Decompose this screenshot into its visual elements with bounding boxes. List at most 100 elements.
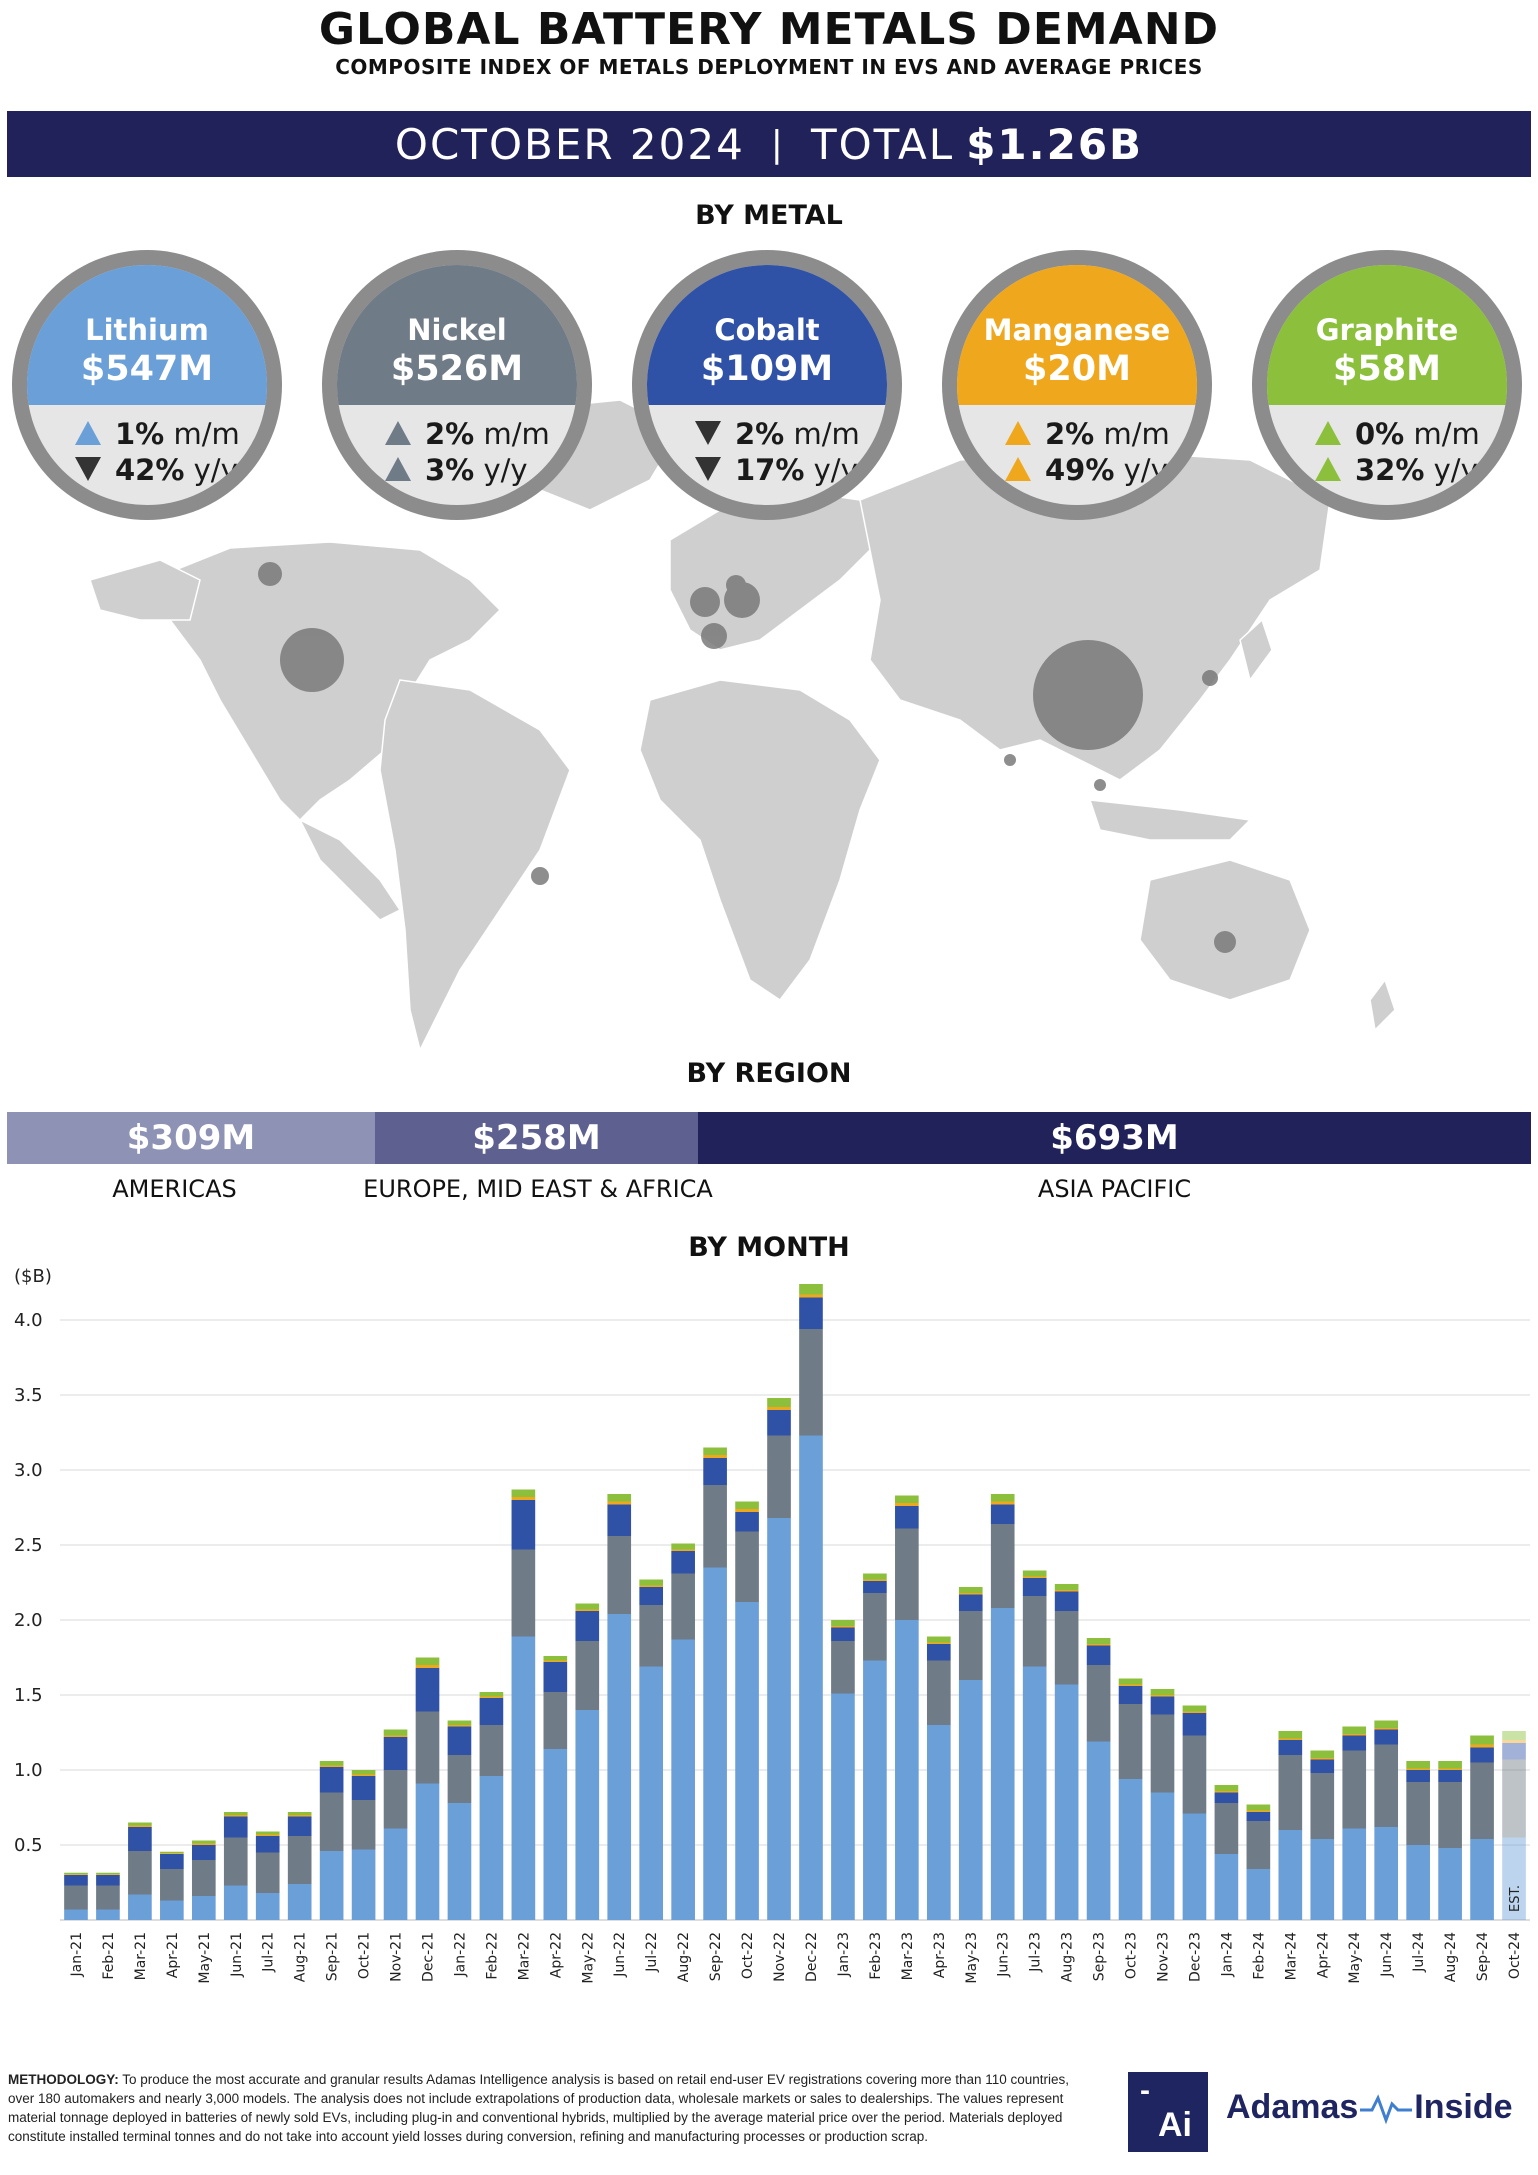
- metal-card-lithium: Lithium $547M 1% m/m 42% y/y: [12, 250, 282, 520]
- bar-segment-graphite: [1182, 1705, 1207, 1712]
- triangle-up-icon: [385, 421, 411, 445]
- bar-segment-graphite: [671, 1543, 695, 1550]
- period-label: OCTOBER 2024: [394, 119, 745, 169]
- page-title: GLOBAL BATTERY METALS DEMAND: [318, 4, 1220, 55]
- yy-unit: y/y: [193, 453, 238, 487]
- region-label-americas: AMERICAS: [112, 1175, 237, 1203]
- bar-segment-manganese: [1022, 1576, 1047, 1578]
- bar-segment-manganese: [1246, 1810, 1271, 1812]
- bar-segment-nickel: [383, 1770, 408, 1829]
- y-tick-label: 2.0: [14, 1610, 43, 1631]
- logo-dash: -: [1140, 2074, 1150, 2107]
- bar-segment-nickel: [990, 1524, 1015, 1608]
- logo-letters: Ai: [1158, 2106, 1192, 2144]
- region-bubble-australia: [1214, 931, 1236, 953]
- bar-segment-nickel: [831, 1641, 855, 1694]
- alaska-landmass: [89, 559, 201, 621]
- bar-segment-manganese: [1150, 1695, 1175, 1697]
- y-tick-label: 3.0: [14, 1460, 43, 1481]
- change-yy: 49% y/y: [1005, 453, 1195, 487]
- bar-segment-lithium: [1246, 1869, 1271, 1920]
- bar-segment-manganese: [799, 1294, 823, 1298]
- bar-segment-manganese: [1118, 1684, 1143, 1686]
- bar-segment-cobalt: [287, 1816, 312, 1836]
- bar-segment-manganese: [383, 1735, 408, 1737]
- bar-segment-graphite: [895, 1495, 919, 1503]
- bar-segment-manganese: [128, 1825, 152, 1827]
- bar-segment-lithium: [671, 1639, 695, 1920]
- x-tick-label: Jul-24: [1411, 1932, 1427, 1973]
- metal-header: Manganese $20M: [957, 265, 1197, 405]
- x-tick-label: Jan-21: [69, 1932, 85, 1977]
- y-tick-label: 0.5: [14, 1835, 43, 1856]
- bar-segment-manganese: [767, 1407, 791, 1410]
- triangle-up-icon: [385, 457, 411, 481]
- bar-segment-cobalt: [767, 1410, 791, 1436]
- change-yy: 3% y/y: [385, 453, 575, 487]
- bar-segment-lithium: [1406, 1845, 1430, 1920]
- bar-segment-lithium: [1502, 1837, 1526, 1920]
- bar-segment-cobalt: [1118, 1686, 1143, 1704]
- bar-segment-lithium: [543, 1749, 568, 1920]
- bar-segment-lithium: [64, 1909, 88, 1920]
- region-bubble-uk: [690, 587, 720, 617]
- region-bubble-korea: [1202, 670, 1218, 686]
- bar-segment-manganese: [351, 1774, 376, 1776]
- bar-segment-nickel: [1374, 1744, 1399, 1827]
- change-mm: 2% m/m: [1005, 417, 1195, 451]
- bar-segment-nickel: [1118, 1704, 1143, 1779]
- x-tick-label: Jun-24: [1379, 1932, 1395, 1978]
- x-tick-label: Oct-23: [1124, 1932, 1140, 1979]
- monthly-stacked-bar-chart: ($B) 0.5 1.0 1.5 2.0 2.5 3.0 3.5 4.0 Jan-21 Feb-21…: [14, 1266, 1530, 1984]
- region-bar-apac: $693M: [698, 1112, 1531, 1164]
- bar-segment-lithium: [799, 1435, 823, 1920]
- x-tick-label: Jan-22: [452, 1932, 468, 1977]
- metal-header: Nickel $526M: [337, 265, 577, 405]
- bar-segment-lithium: [1022, 1666, 1047, 1920]
- bar-segment-nickel: [415, 1711, 440, 1784]
- bar-segment-lithium: [319, 1851, 344, 1920]
- metal-value: $109M: [700, 349, 834, 389]
- bar-segment-cobalt: [160, 1854, 184, 1869]
- x-tick-label: Jan-23: [836, 1932, 852, 1977]
- bar-segment-manganese: [543, 1660, 568, 1662]
- x-tick-label: Oct-24: [1507, 1932, 1523, 1979]
- brand-wordmark: Adamas Inside: [1226, 2088, 1513, 2127]
- bar-segment-nickel: [1150, 1714, 1175, 1793]
- bar-segment-manganese: [575, 1609, 600, 1611]
- bar-segment-cobalt: [990, 1504, 1015, 1524]
- bar-segment-manganese: [895, 1503, 919, 1506]
- bar-segment-cobalt: [671, 1551, 695, 1574]
- yy-change-value: 32%: [1355, 453, 1425, 487]
- x-tick-label: Aug-23: [1060, 1932, 1076, 1982]
- bar-segment-graphite: [831, 1620, 855, 1626]
- metal-value: $58M: [1333, 349, 1441, 389]
- yy-unit: y/y: [813, 453, 858, 487]
- metal-name: Lithium: [85, 313, 209, 347]
- bar-segment-cobalt: [895, 1506, 919, 1529]
- africa-landmass: [639, 679, 881, 1002]
- bar-segment-nickel: [1502, 1759, 1526, 1838]
- bar-segment-nickel: [926, 1660, 951, 1725]
- metal-value: $20M: [1023, 349, 1131, 389]
- bar-segment-manganese: [703, 1455, 727, 1458]
- x-tick-label: Apr-22: [548, 1932, 564, 1978]
- by-month-heading: BY MONTH: [688, 1232, 850, 1263]
- change-yy: 17% y/y: [695, 453, 885, 487]
- total-label: TOTAL: [810, 119, 955, 169]
- x-tick-label: Jan-24: [1219, 1932, 1235, 1978]
- bar-segment-cobalt: [479, 1698, 504, 1725]
- metal-inner: Nickel $526M 2% m/m 3% y/y: [337, 265, 577, 505]
- by-region-heading: BY REGION: [686, 1058, 852, 1089]
- bar-segment-lithium: [575, 1710, 600, 1920]
- bar-segment-manganese: [1182, 1711, 1207, 1713]
- y-tick-label: 1.0: [14, 1760, 43, 1781]
- metal-value: $526M: [390, 349, 524, 389]
- bar-segment-graphite: [799, 1284, 823, 1295]
- bar-segment-cobalt: [191, 1845, 216, 1860]
- bar-segment-nickel: [479, 1725, 504, 1776]
- bar-segment-cobalt: [447, 1726, 472, 1755]
- x-tick-label: May-22: [580, 1932, 596, 1984]
- adamas-logo-icon: - Ai: [1128, 2072, 1208, 2152]
- bar-segment-lithium: [1438, 1848, 1462, 1920]
